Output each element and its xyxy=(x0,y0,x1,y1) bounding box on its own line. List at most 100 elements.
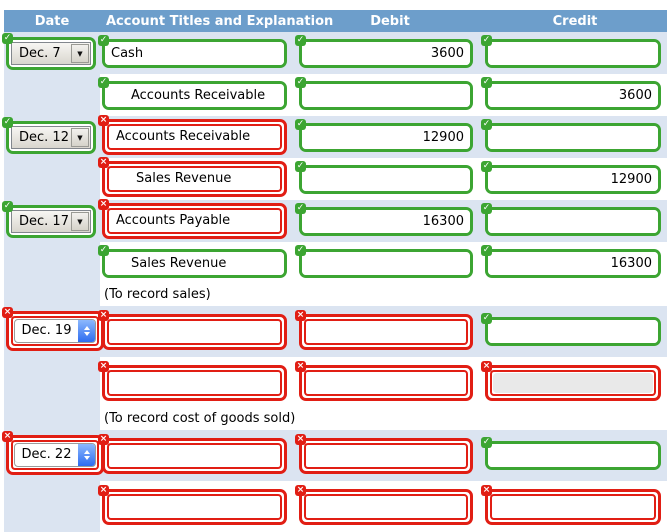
date-select-value: Dec. 22 xyxy=(21,447,72,462)
account-input[interactable]: Sales Revenue xyxy=(110,169,279,189)
date-select[interactable]: Dec. 12 ▼ xyxy=(11,126,91,149)
debit-input[interactable]: 3600 xyxy=(302,41,470,65)
journal-table: Date Account Titles and Explanation Debi… xyxy=(2,10,667,532)
credit-cell: × xyxy=(481,357,667,408)
account-input[interactable]: Accounts Receivable xyxy=(105,83,284,107)
debit-input[interactable]: 12900 xyxy=(302,125,470,149)
x-icon: × xyxy=(98,157,109,168)
account-input[interactable] xyxy=(110,321,279,342)
x-icon: × xyxy=(295,309,306,321)
x-icon: × xyxy=(98,433,109,445)
check-icon: ✓ xyxy=(98,34,109,46)
date-select-value: Dec. 12 xyxy=(19,130,69,145)
debit-input[interactable] xyxy=(307,372,465,393)
check-icon: ✓ xyxy=(481,244,492,256)
debit-cell: ✓ 16300 xyxy=(295,200,483,242)
check-icon: ✓ xyxy=(481,76,492,88)
check-icon: ✓ xyxy=(2,33,13,44)
x-icon: × xyxy=(481,484,492,496)
account-input[interactable] xyxy=(110,445,279,466)
check-icon: ✓ xyxy=(295,244,306,256)
date-cell: ✓ Dec. 7 ▼ xyxy=(2,32,100,116)
column-header-date: Date xyxy=(34,13,70,29)
field-validation-frame: ✓ xyxy=(481,437,661,470)
check-icon: ✓ xyxy=(481,34,492,46)
date-select[interactable]: Dec. 19 xyxy=(14,319,96,343)
field-validation-frame: ✓ 3600 xyxy=(295,34,473,68)
field-validation-frame: × xyxy=(98,309,287,350)
debit-input[interactable] xyxy=(302,83,470,107)
check-icon: ✓ xyxy=(295,76,306,88)
dropdown-arrow-icon[interactable]: ▼ xyxy=(71,212,89,231)
dropdown-arrow-icon[interactable]: ▼ xyxy=(71,128,89,147)
credit-cell: ✓ xyxy=(481,32,667,74)
credit-input[interactable] xyxy=(488,41,658,65)
account-input[interactable]: Cash xyxy=(105,41,284,65)
credit-cell: ✓ xyxy=(481,116,667,158)
stepper-icon[interactable] xyxy=(78,320,95,342)
field-validation-frame: × xyxy=(481,484,661,525)
account-cell: × Sales Revenue xyxy=(98,157,297,200)
field-validation-frame: ✓ Sales Revenue xyxy=(98,244,287,278)
date-cell: × Dec. 19 xyxy=(2,306,104,430)
credit-cell: ✓ xyxy=(481,306,667,357)
credit-input[interactable]: 3600 xyxy=(488,83,658,107)
stepper-icon[interactable] xyxy=(78,444,95,466)
debit-cell: ✓ xyxy=(295,158,483,200)
credit-cell: ✓ xyxy=(481,200,667,242)
debit-input[interactable] xyxy=(302,167,470,191)
account-input[interactable]: Sales Revenue xyxy=(105,251,284,275)
date-select[interactable]: Dec. 7 ▼ xyxy=(11,42,91,65)
stepper-down-icon xyxy=(83,456,90,460)
debit-cell: × xyxy=(295,306,483,357)
debit-input[interactable] xyxy=(307,496,465,517)
account-cell: ✓ Cash xyxy=(98,32,297,74)
field-validation-frame: ✓ 16300 xyxy=(481,244,661,278)
credit-input[interactable] xyxy=(488,125,658,149)
stepper-up-icon xyxy=(83,326,90,330)
dropdown-arrow-icon[interactable]: ▼ xyxy=(71,44,89,63)
credit-cell: ✓ 16300 xyxy=(481,242,667,284)
debit-cell: ✓ 12900 xyxy=(295,116,483,158)
credit-input[interactable] xyxy=(493,372,653,393)
field-validation-frame: × xyxy=(295,433,473,474)
date-select[interactable]: Dec. 17 ▼ xyxy=(11,210,91,233)
field-validation-frame: × Accounts Payable xyxy=(98,199,287,239)
debit-input[interactable] xyxy=(302,251,470,275)
account-input[interactable]: Accounts Payable xyxy=(110,211,279,231)
debit-input[interactable]: 16300 xyxy=(302,209,470,233)
account-cell: × Accounts Payable xyxy=(98,199,297,242)
credit-input[interactable] xyxy=(488,444,658,467)
debit-cell: × xyxy=(295,481,483,532)
account-input[interactable] xyxy=(110,372,279,393)
date-cell: ✓ Dec. 17 ▼ xyxy=(2,200,100,306)
field-validation-frame: × xyxy=(98,360,287,401)
credit-input[interactable]: 12900 xyxy=(488,167,658,191)
field-validation-frame: ✓ xyxy=(481,118,661,152)
journal-entry: ✓ Dec. 17 ▼ × Accounts Payable ✓ 16300 ✓ ✓ Sales … xyxy=(2,199,667,306)
account-input[interactable] xyxy=(110,496,279,517)
x-icon: × xyxy=(98,309,109,321)
field-validation-frame: ✓ Cash xyxy=(98,34,287,68)
field-validation-frame: ✓ xyxy=(295,160,473,194)
field-validation-frame: ✓ 16300 xyxy=(295,202,473,236)
field-validation-frame: ✓ xyxy=(295,244,473,278)
debit-input[interactable] xyxy=(307,321,465,342)
account-input[interactable]: Accounts Receivable xyxy=(110,127,279,147)
debit-input[interactable] xyxy=(307,445,465,466)
field-validation-frame: × Accounts Receivable xyxy=(98,115,287,155)
credit-input[interactable] xyxy=(493,496,653,517)
account-cell: × xyxy=(98,357,297,408)
date-select-value: Dec. 19 xyxy=(21,323,72,338)
credit-input[interactable] xyxy=(488,320,658,343)
journal-entry: × Dec. 22 × × ✓ × × × xyxy=(2,430,667,532)
check-icon: ✓ xyxy=(481,437,492,448)
stepper-up-icon xyxy=(83,450,90,454)
credit-input[interactable] xyxy=(488,209,658,233)
credit-input[interactable]: 16300 xyxy=(488,251,658,275)
field-validation-frame: × xyxy=(98,433,287,474)
check-icon: ✓ xyxy=(98,76,109,88)
check-icon: ✓ xyxy=(2,117,13,128)
check-icon: ✓ xyxy=(481,160,492,172)
date-select[interactable]: Dec. 22 xyxy=(14,443,96,467)
